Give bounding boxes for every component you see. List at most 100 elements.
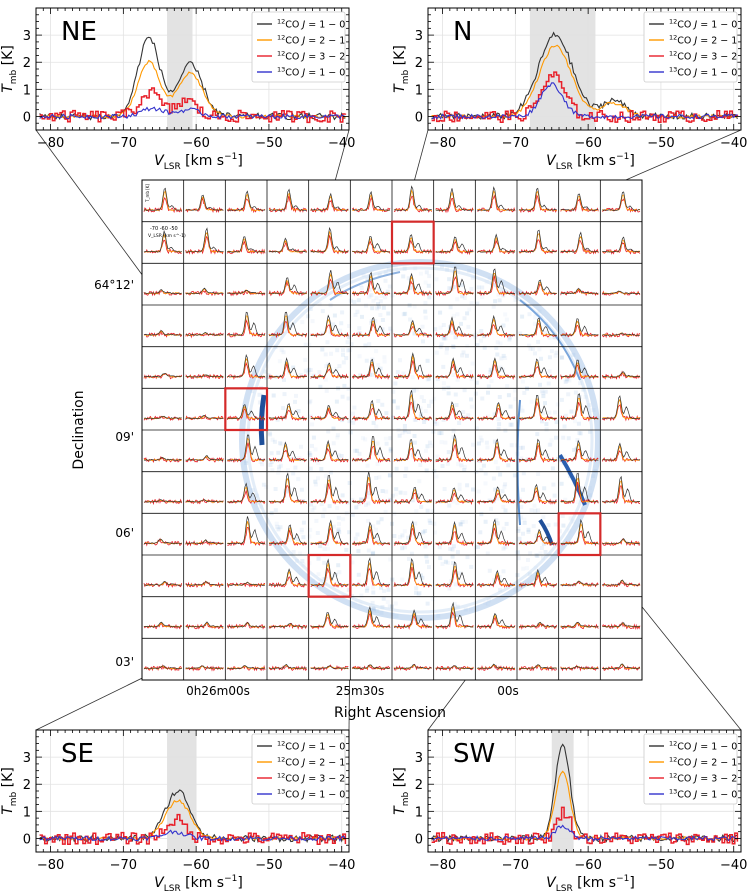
cell-spectrum-12co-1-0 bbox=[518, 438, 557, 461]
map-pixel bbox=[418, 271, 423, 276]
map-pixel bbox=[331, 524, 336, 529]
cell-spectrum-12co-1-0 bbox=[602, 236, 641, 253]
map-pixel bbox=[383, 278, 388, 283]
map-pixel bbox=[571, 519, 576, 524]
map-pixel bbox=[375, 441, 380, 446]
map-pixel bbox=[322, 560, 327, 565]
map-pixel bbox=[438, 556, 443, 561]
map-pixel bbox=[557, 529, 562, 534]
map-pixel bbox=[440, 561, 445, 566]
map-pixel bbox=[474, 426, 479, 431]
map-pixel bbox=[335, 433, 340, 438]
map-pixel bbox=[530, 346, 535, 351]
map-pixel bbox=[299, 444, 303, 449]
panel-xlabel: VLSR [km s−1] bbox=[546, 874, 635, 894]
map-pixel bbox=[498, 587, 503, 592]
map-pixel bbox=[446, 391, 451, 396]
cell-spectrum-12co-1-0 bbox=[602, 395, 641, 420]
legend-label: 12CO J = 2 − 1 bbox=[277, 756, 345, 769]
map-pixel bbox=[258, 460, 263, 464]
map-pixel bbox=[520, 445, 525, 450]
map-pixel bbox=[575, 438, 580, 442]
map-y-tick-label: 09' bbox=[115, 430, 134, 444]
map-pixel bbox=[378, 366, 383, 371]
map-pixel bbox=[375, 461, 380, 466]
map-pixel bbox=[492, 412, 497, 417]
map-pixel bbox=[548, 442, 553, 447]
legend-box bbox=[643, 733, 738, 805]
map-pixel bbox=[278, 463, 283, 468]
map-pixel bbox=[371, 524, 376, 529]
map-pixel bbox=[495, 496, 500, 501]
y-tick-label: 0 bbox=[23, 110, 31, 125]
cell-spectrum-12co-2-1 bbox=[393, 189, 432, 211]
cell-spectrum-12co-1-0 bbox=[185, 665, 224, 670]
cell-spectrum-12co-1-0 bbox=[435, 665, 474, 670]
map-pixel bbox=[559, 355, 564, 360]
y-tick-label: 2 bbox=[23, 778, 31, 793]
map-pixel bbox=[425, 377, 430, 382]
cell-spectrum-12co-1-0 bbox=[477, 357, 516, 378]
map-pixel bbox=[340, 394, 345, 399]
x-tick-label: −50 bbox=[647, 136, 674, 151]
cell-spectrum-12co-1-0 bbox=[352, 399, 391, 420]
map-pixel bbox=[462, 468, 467, 472]
map-pixel bbox=[378, 299, 383, 304]
y-tick-label: 2 bbox=[23, 56, 31, 71]
map-pixel bbox=[488, 370, 493, 374]
map-pixel bbox=[435, 421, 440, 426]
map-pixel bbox=[522, 517, 527, 522]
map-pixel bbox=[451, 544, 456, 549]
map-pixel bbox=[456, 462, 461, 467]
map-pixel bbox=[388, 497, 393, 502]
map-pixel bbox=[379, 517, 384, 522]
map-pixel bbox=[463, 519, 468, 524]
map-pixel bbox=[422, 420, 427, 424]
map-pixel bbox=[465, 311, 470, 316]
map-pixel bbox=[475, 343, 480, 347]
map-pixel bbox=[387, 284, 392, 289]
map-pixel bbox=[541, 555, 545, 560]
map-pixel bbox=[516, 526, 521, 531]
map-pixel bbox=[344, 547, 349, 552]
cell-spectrum-12co-3-2 bbox=[435, 443, 474, 463]
inset-xticks: -70 -60 -50 bbox=[150, 226, 178, 232]
map-pixel bbox=[546, 381, 551, 386]
map-pixel bbox=[279, 348, 284, 353]
panel-title: SW bbox=[453, 739, 495, 769]
map-pixel bbox=[493, 460, 498, 465]
map-pixel bbox=[410, 375, 415, 380]
map-pixel bbox=[516, 550, 520, 555]
map-pixel bbox=[425, 444, 430, 449]
map-pixel bbox=[365, 277, 370, 282]
map-pixel bbox=[525, 386, 530, 391]
cell-spectrum-12co-1-0 bbox=[227, 353, 266, 378]
map-pixel bbox=[423, 309, 428, 314]
spectrum-line-13co-j-1-0 bbox=[39, 829, 346, 842]
map-pixel bbox=[517, 536, 522, 541]
map-pixel bbox=[563, 497, 568, 502]
map-pixel bbox=[272, 439, 277, 444]
map-pixel bbox=[388, 436, 393, 441]
spectrum-line-13co-j-1-0 bbox=[39, 106, 346, 120]
cell-spectrum-12co-3-2 bbox=[518, 665, 557, 672]
cell-spectrum-12co-3-2 bbox=[351, 280, 391, 297]
spectrum-line-12co-j-3-2 bbox=[431, 806, 739, 846]
map-pixel bbox=[351, 411, 355, 416]
map-pixel bbox=[293, 399, 297, 404]
map-pixel bbox=[374, 424, 379, 429]
map-pixel bbox=[398, 358, 402, 363]
map-pixel bbox=[445, 560, 450, 565]
map-pixel bbox=[406, 535, 411, 540]
map-pixel bbox=[325, 542, 329, 546]
map-pixel bbox=[355, 309, 360, 314]
map-pixel bbox=[349, 342, 354, 347]
map-pixel bbox=[346, 396, 351, 401]
map-pixel bbox=[553, 410, 557, 415]
map-pixel bbox=[416, 291, 421, 296]
map-pixel bbox=[569, 409, 574, 414]
map-pixel bbox=[510, 422, 515, 427]
cell-spectrum-12co-1-0 bbox=[477, 438, 516, 461]
cell-spectrum-12co-1-0 bbox=[185, 374, 224, 378]
map-pixel bbox=[432, 419, 437, 424]
